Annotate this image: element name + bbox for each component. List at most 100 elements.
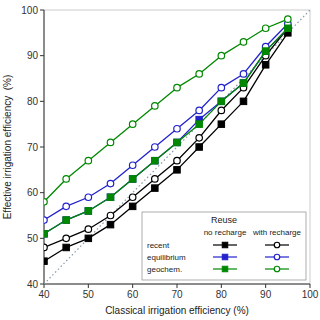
point — [63, 217, 70, 224]
point — [240, 80, 247, 87]
point — [174, 84, 181, 91]
point — [44, 217, 47, 224]
y-tick-label: 50 — [27, 233, 39, 244]
point — [218, 121, 225, 128]
point — [285, 25, 292, 32]
y-tick-label: 100 — [21, 5, 38, 16]
reference-line — [44, 10, 310, 284]
point — [107, 221, 114, 228]
legend-marker — [222, 266, 228, 272]
y-tick — [40, 284, 44, 285]
x-axis-label: Classical irrigation efficiency (%) — [105, 305, 249, 316]
point — [196, 135, 203, 142]
point — [63, 244, 70, 251]
point — [44, 231, 47, 238]
point — [174, 125, 181, 132]
x-tick-label: 40 — [38, 289, 50, 300]
legend: Reuse no recharge with recharge recent equil… — [142, 212, 306, 280]
point — [152, 103, 159, 110]
point — [218, 84, 225, 91]
series — [44, 25, 291, 237]
point — [107, 180, 114, 187]
x-tick — [177, 284, 178, 288]
point — [240, 80, 247, 87]
point — [218, 98, 225, 105]
y-tick-label: 40 — [27, 279, 39, 290]
legend-box — [142, 212, 306, 280]
point — [129, 194, 136, 201]
series — [44, 16, 291, 205]
point — [129, 121, 136, 128]
point — [85, 194, 92, 201]
x-tick-label: 90 — [260, 289, 272, 300]
point — [262, 48, 269, 55]
legend-marker — [274, 266, 280, 272]
point — [129, 203, 136, 210]
y-tick-label: 90 — [27, 50, 39, 61]
series-line — [44, 19, 288, 202]
point — [107, 194, 114, 201]
y-tick — [40, 101, 44, 102]
point — [174, 167, 181, 174]
legend-marker — [274, 242, 280, 248]
point — [44, 199, 47, 206]
point — [285, 25, 292, 32]
series — [44, 20, 291, 223]
legend-group-label: equilibrium — [147, 253, 186, 262]
axes: 405060708090100405060708090100 — [21, 5, 318, 301]
point — [63, 176, 70, 183]
point — [85, 157, 92, 164]
point — [107, 212, 114, 219]
y-tick — [40, 55, 44, 56]
legend-marker — [222, 242, 228, 248]
series-line — [44, 28, 288, 234]
point — [285, 25, 292, 32]
point — [240, 39, 247, 46]
point — [196, 121, 203, 128]
x-tick — [44, 284, 45, 288]
point — [196, 144, 203, 151]
point — [174, 139, 181, 146]
point — [196, 107, 203, 114]
point — [44, 258, 47, 265]
point — [285, 16, 292, 23]
series — [44, 25, 291, 237]
point — [218, 98, 225, 105]
legend-title: Reuse — [211, 215, 237, 225]
point — [85, 226, 92, 233]
plot-data — [44, 10, 310, 284]
point — [152, 144, 159, 151]
chart: 405060708090100405060708090100Classical … — [0, 0, 320, 320]
x-tick-label: 80 — [216, 289, 228, 300]
x-tick — [132, 284, 133, 288]
point — [262, 25, 269, 32]
x-tick-label: 70 — [171, 289, 183, 300]
x-tick — [221, 284, 222, 288]
point — [107, 139, 114, 146]
point — [174, 139, 181, 146]
y-tick — [40, 192, 44, 193]
point — [196, 71, 203, 78]
point — [85, 235, 92, 242]
y-axis-label: Effective irrigation efficiency (%) — [2, 75, 13, 220]
y-tick — [40, 10, 44, 11]
point — [240, 98, 247, 105]
point — [129, 176, 136, 183]
legend-marker-label: with recharge — [252, 228, 302, 237]
point — [44, 231, 47, 238]
point — [262, 62, 269, 69]
legend-marker-label: no recharge — [204, 228, 247, 237]
point — [218, 107, 225, 114]
point — [107, 194, 114, 201]
point — [129, 162, 136, 169]
point — [218, 52, 225, 59]
y-tick-label: 70 — [27, 142, 39, 153]
y-tick-label: 60 — [27, 187, 39, 198]
x-tick — [265, 284, 266, 288]
point — [85, 208, 92, 215]
point — [152, 176, 159, 183]
point — [152, 185, 159, 192]
y-tick-label: 80 — [27, 96, 39, 107]
x-tick-label: 50 — [83, 289, 95, 300]
legend-group-label: recent — [147, 241, 170, 250]
